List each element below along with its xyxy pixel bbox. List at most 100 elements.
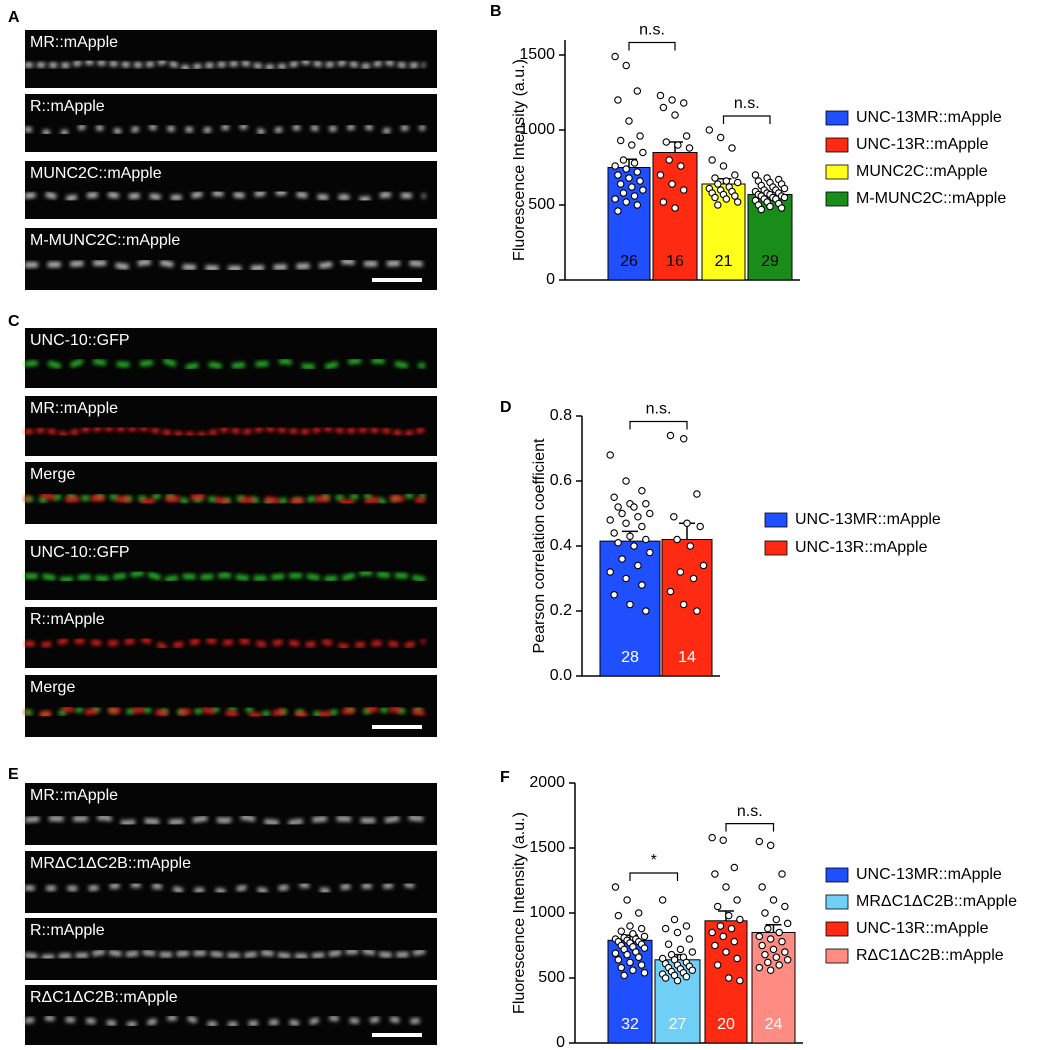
data-point bbox=[658, 896, 667, 904]
y-axis-label: Fluorescence Intensity (a.u.) bbox=[511, 59, 528, 261]
image-strip bbox=[25, 607, 437, 668]
data-point bbox=[708, 833, 716, 842]
image-label: MRΔC1ΔC2B::mApple bbox=[30, 855, 191, 872]
data-point bbox=[668, 180, 676, 188]
data-point bbox=[670, 512, 678, 521]
data-point bbox=[693, 607, 701, 615]
data-point bbox=[670, 915, 679, 924]
significance-label: n.s. bbox=[734, 95, 760, 112]
y-tick-label: 0.2 bbox=[550, 602, 572, 619]
data-point bbox=[614, 207, 622, 215]
y-tick-label: 0.8 bbox=[550, 407, 572, 424]
data-point bbox=[636, 132, 644, 140]
bar bbox=[599, 540, 661, 677]
neurite bbox=[24, 881, 426, 894]
data-point bbox=[633, 201, 642, 209]
data-point bbox=[688, 948, 697, 956]
data-point bbox=[772, 915, 781, 924]
data-point bbox=[634, 512, 642, 521]
significance-bracket bbox=[629, 420, 688, 430]
data-point bbox=[676, 945, 685, 954]
data-point bbox=[616, 180, 625, 188]
y-tick-label: 1000 bbox=[519, 121, 555, 138]
significance-label: n.s. bbox=[639, 22, 665, 39]
data-point bbox=[769, 896, 778, 904]
data-point bbox=[775, 928, 783, 937]
data-point bbox=[638, 522, 646, 531]
data-point bbox=[764, 958, 772, 967]
image-strip bbox=[25, 30, 437, 88]
y-tick-label: 1500 bbox=[529, 839, 565, 856]
data-point bbox=[673, 535, 681, 544]
data-point bbox=[622, 477, 630, 485]
legend-swatch bbox=[825, 867, 849, 883]
data-point bbox=[769, 945, 778, 954]
image-strip bbox=[25, 985, 437, 1045]
data-point bbox=[661, 924, 670, 933]
image-label: M-MUNC2C::mApple bbox=[30, 232, 180, 249]
data-point bbox=[676, 568, 685, 576]
data-point bbox=[761, 909, 769, 917]
data-point bbox=[683, 519, 691, 527]
data-point bbox=[730, 863, 739, 872]
data-point bbox=[611, 162, 619, 170]
data-point bbox=[766, 966, 775, 974]
neurite bbox=[24, 814, 426, 827]
data-point bbox=[628, 183, 636, 191]
data-point bbox=[642, 499, 650, 508]
data-point bbox=[733, 178, 742, 187]
data-point bbox=[614, 956, 623, 964]
image-strip bbox=[25, 228, 437, 290]
data-point bbox=[766, 202, 774, 211]
data-point bbox=[625, 174, 633, 182]
data-point bbox=[677, 162, 685, 170]
y-axis-label: Pearson correlation coefficient bbox=[531, 438, 548, 653]
data-point bbox=[758, 883, 766, 891]
data-point bbox=[622, 574, 630, 583]
data-point bbox=[766, 841, 775, 850]
data-point bbox=[626, 922, 634, 930]
data-point bbox=[665, 156, 673, 164]
image-strip bbox=[25, 918, 437, 980]
significance-bracket bbox=[722, 115, 771, 124]
panel-letter: C bbox=[8, 313, 20, 330]
y-tick-label: 0 bbox=[546, 271, 555, 288]
data-point bbox=[725, 974, 733, 982]
n-label: 14 bbox=[678, 649, 696, 666]
legend-swatch bbox=[825, 164, 849, 180]
image-label: MR::mApple bbox=[30, 787, 118, 804]
bar bbox=[607, 939, 653, 1044]
legend-label: UNC-13MR::mApple bbox=[856, 866, 1002, 883]
data-point bbox=[636, 177, 644, 185]
data-point bbox=[711, 870, 719, 878]
y-tick-label: 1500 bbox=[519, 46, 555, 63]
data-point bbox=[757, 205, 766, 214]
data-point bbox=[728, 144, 736, 152]
data-point bbox=[618, 509, 626, 518]
data-point bbox=[619, 189, 628, 197]
data-point bbox=[633, 87, 642, 95]
data-point bbox=[778, 937, 786, 946]
data-point bbox=[640, 944, 649, 952]
data-point bbox=[722, 883, 730, 891]
data-point bbox=[780, 184, 789, 193]
data-point bbox=[688, 966, 697, 974]
data-point bbox=[620, 971, 628, 980]
data-point bbox=[626, 532, 634, 540]
data-point bbox=[661, 974, 670, 982]
data-point bbox=[679, 600, 688, 609]
data-point bbox=[671, 204, 679, 212]
data-point bbox=[611, 883, 620, 891]
panel-letter: A bbox=[8, 9, 20, 26]
n-label: 29 bbox=[761, 253, 779, 270]
data-point bbox=[622, 519, 630, 527]
data-point bbox=[682, 972, 691, 981]
legend-label: UNC-13MR::mApple bbox=[856, 109, 1002, 126]
data-point bbox=[711, 941, 719, 950]
data-point bbox=[693, 490, 701, 498]
data-point bbox=[659, 103, 668, 112]
data-point bbox=[705, 126, 714, 134]
data-point bbox=[618, 555, 626, 563]
legend-label: UNC-13R::mApple bbox=[856, 920, 989, 937]
data-point bbox=[630, 192, 639, 200]
